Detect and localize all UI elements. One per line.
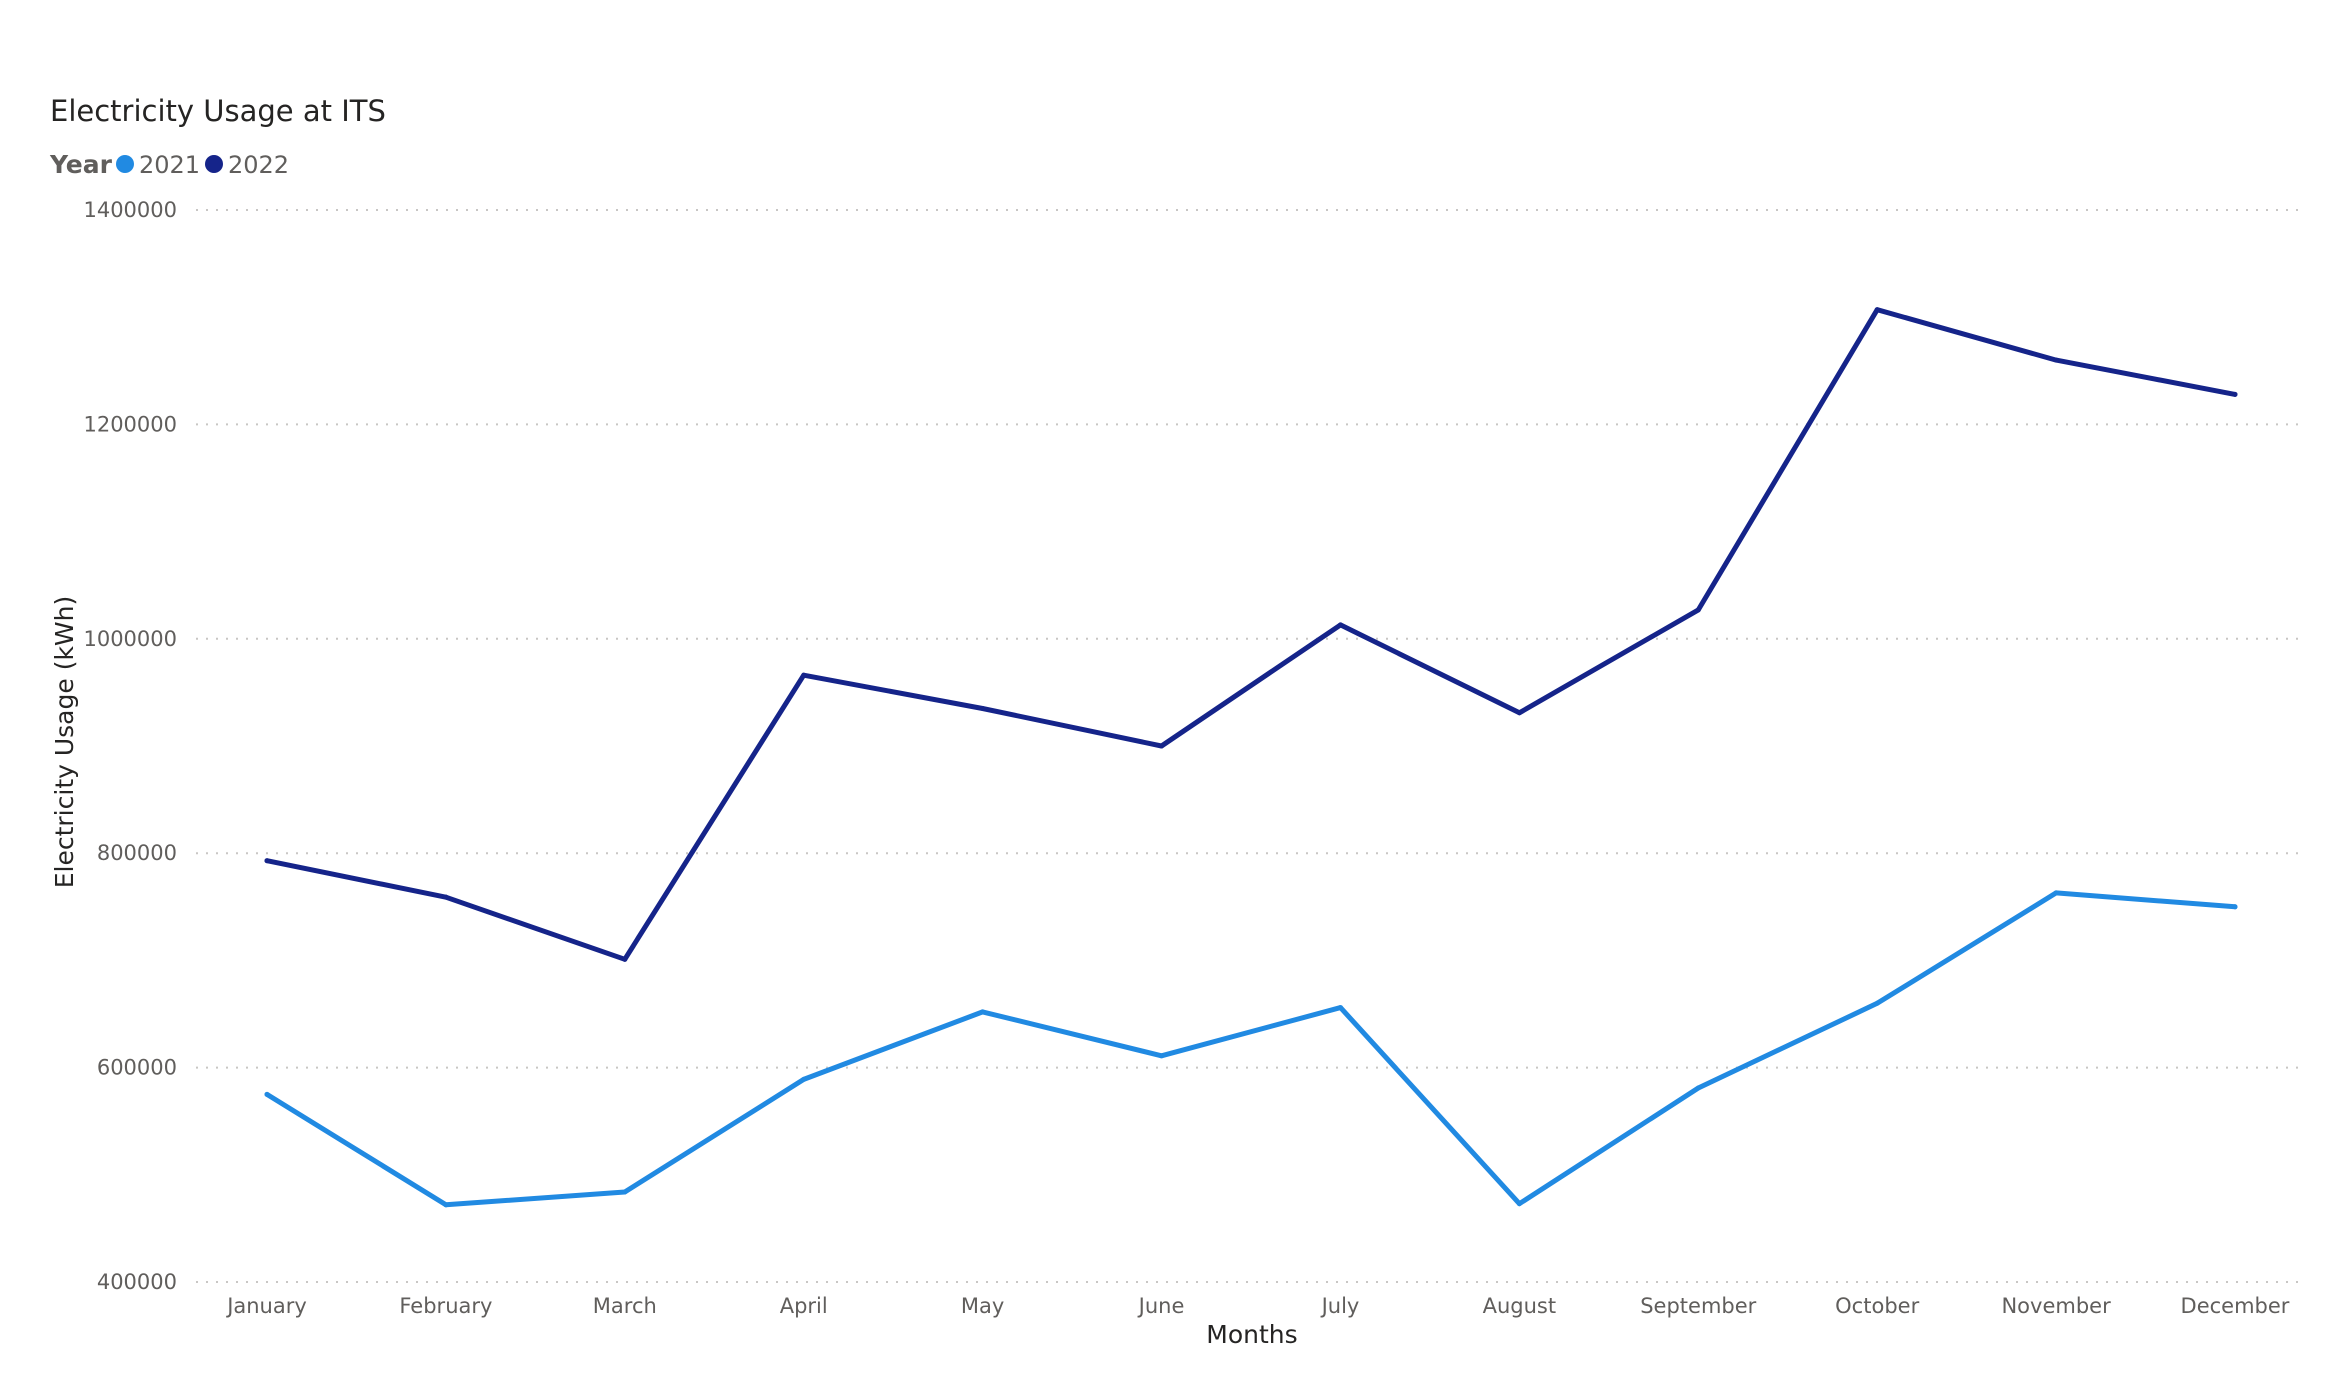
data-point-2022-august[interactable] <box>1516 710 1522 716</box>
gridlines <box>196 209 2305 1283</box>
data-point-2022-september[interactable] <box>1695 607 1701 613</box>
series-line-2021[interactable] <box>264 890 2238 1208</box>
data-point-2022-january[interactable] <box>264 858 270 864</box>
x-tick-label-august: August <box>1483 1294 1557 1318</box>
data-point-2022-april[interactable] <box>801 672 807 678</box>
data-point-2021-december[interactable] <box>2232 904 2238 910</box>
data-point-2021-april[interactable] <box>801 1076 807 1082</box>
y-tick-label: 800000 <box>97 841 177 865</box>
data-point-2021-july[interactable] <box>1337 1005 1343 1011</box>
x-tick-label-may: May <box>961 1294 1004 1318</box>
legend-title: Year <box>49 150 113 179</box>
data-point-2022-december[interactable] <box>2232 391 2238 397</box>
legend[interactable]: Year 2021 2022 <box>49 150 289 179</box>
data-point-2021-october[interactable] <box>1874 1000 1880 1006</box>
series-group <box>264 307 2238 1208</box>
data-point-2021-november[interactable] <box>2053 890 2059 896</box>
legend-label-2021[interactable]: 2021 <box>139 151 200 179</box>
data-point-2021-january[interactable] <box>264 1091 270 1097</box>
data-point-2022-february[interactable] <box>443 894 449 900</box>
x-tick-label-march: March <box>593 1294 657 1318</box>
data-point-2022-march[interactable] <box>622 956 628 962</box>
legend-marker-2021 <box>116 155 134 173</box>
series-line-2022[interactable] <box>264 307 2238 962</box>
x-tick-label-july: July <box>1320 1294 1360 1318</box>
legend-label-2022[interactable]: 2022 <box>228 151 289 179</box>
chart-title: Electricity Usage at ITS <box>50 94 386 128</box>
x-tick-label-april: April <box>780 1294 828 1318</box>
data-point-2022-july[interactable] <box>1337 622 1343 628</box>
x-tick-label-november: November <box>2001 1294 2111 1318</box>
y-tick-label: 400000 <box>97 1270 177 1294</box>
x-tick-label-december: December <box>2181 1294 2290 1318</box>
data-point-2022-october[interactable] <box>1874 307 1880 313</box>
y-tick-label: 1000000 <box>83 627 177 651</box>
data-point-2021-september[interactable] <box>1695 1085 1701 1091</box>
y-axis: 400000 600000 800000 1000000 1200000 1400000 <box>83 198 177 1294</box>
x-tick-label-january: January <box>225 1294 307 1318</box>
data-point-2021-march[interactable] <box>622 1189 628 1195</box>
data-point-2021-august[interactable] <box>1516 1201 1522 1207</box>
x-axis: January February March April May June July Augu… <box>225 1294 2290 1318</box>
x-tick-label-february: February <box>399 1294 492 1318</box>
y-tick-label: 1200000 <box>83 412 177 436</box>
y-axis-title: Electricity Usage (kWh) <box>50 596 79 889</box>
y-tick-label: 1400000 <box>83 198 177 222</box>
data-point-2021-june[interactable] <box>1159 1053 1165 1059</box>
data-point-2021-may[interactable] <box>980 1009 986 1015</box>
data-point-2022-may[interactable] <box>980 705 986 711</box>
y-tick-label: 600000 <box>97 1056 177 1080</box>
data-point-2022-november[interactable] <box>2053 357 2059 363</box>
legend-marker-2022 <box>205 155 223 173</box>
data-point-2022-june[interactable] <box>1159 743 1165 749</box>
x-tick-label-october: October <box>1835 1294 1919 1318</box>
x-tick-label-september: September <box>1640 1294 1756 1318</box>
x-axis-title: Months <box>1206 1320 1297 1349</box>
x-tick-label-june: June <box>1137 1294 1185 1318</box>
data-point-2021-february[interactable] <box>443 1202 449 1208</box>
